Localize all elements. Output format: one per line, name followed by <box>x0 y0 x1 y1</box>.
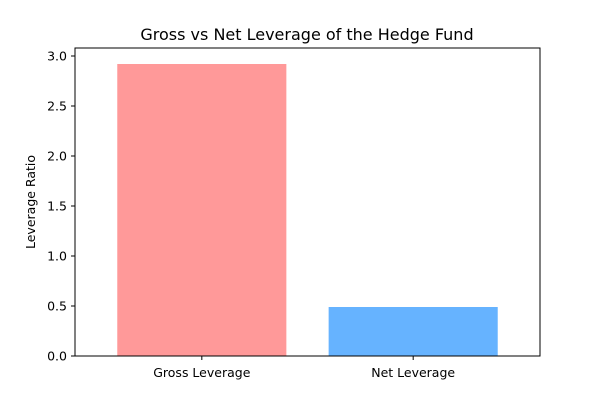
bar-net-leverage <box>328 307 498 356</box>
plot-frame <box>74 47 541 357</box>
x-tick-label: Net Leverage <box>371 365 455 380</box>
y-tick-label: 3.0 <box>47 49 67 64</box>
bar-gross-leverage <box>117 64 287 356</box>
y-tick-label: 0.5 <box>47 299 67 314</box>
y-axis-ticks: 0.0 0.5 1.0 1.5 2.0 2.5 3.0 <box>47 49 75 364</box>
y-axis-label: Leverage Ratio <box>23 155 38 249</box>
bars-layer <box>117 64 498 356</box>
y-tick-label: 1.0 <box>47 249 67 264</box>
y-tick-label: 0.0 <box>47 349 67 364</box>
chart-title: Gross vs Net Leverage of the Hedge Fund <box>140 25 473 44</box>
x-tick-label: Gross Leverage <box>153 365 250 380</box>
y-tick-label: 1.5 <box>47 199 67 214</box>
x-axis-ticks: Gross Leverage Net Leverage <box>153 356 455 380</box>
y-tick-label: 2.5 <box>47 99 67 114</box>
y-tick-label: 2.0 <box>47 149 67 164</box>
